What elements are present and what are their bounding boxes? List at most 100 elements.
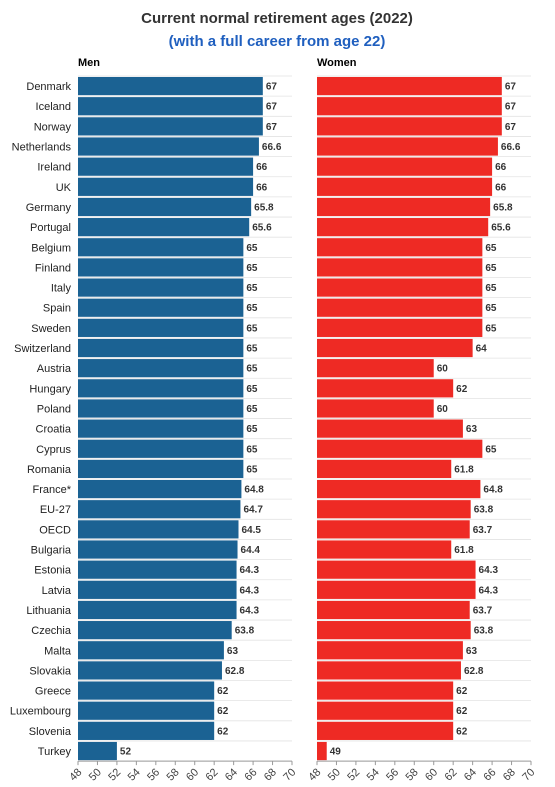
men-bar-lithuania (78, 600, 237, 620)
men-bar-slovenia (78, 721, 215, 740)
chart-subtitle: (with a full career from age 22) (169, 33, 386, 50)
category-label: Portugal (30, 222, 71, 234)
category-label: Germany (26, 202, 72, 214)
category-label: Finland (35, 262, 71, 274)
category-label: EU-27 (40, 504, 71, 516)
category-label: Iceland (36, 101, 71, 113)
men-value-label: 67 (266, 122, 278, 133)
women-value-label: 66 (495, 182, 507, 193)
men-bar-france (78, 479, 242, 499)
men-bar-romania (78, 459, 244, 479)
category-label: Bulgaria (31, 545, 72, 557)
women-bar-finland (317, 258, 483, 277)
women-value-label: 63.8 (474, 505, 494, 516)
category-label: Spain (43, 303, 71, 315)
women-tick-label: 70 (520, 766, 537, 783)
category-label: Italy (51, 283, 72, 295)
men-value-label: 65 (246, 344, 258, 355)
men-tick-label: 68 (262, 766, 279, 783)
men-value-label: 67 (266, 82, 278, 93)
women-bar-lithuania (317, 600, 470, 620)
men-bar-sweden (78, 318, 244, 337)
category-label: Czechia (31, 625, 72, 637)
men-value-label: 62 (217, 706, 229, 717)
women-value-label: 65 (485, 303, 497, 314)
men-bar-italy (78, 278, 244, 297)
men-panel-label: Men (78, 57, 100, 69)
women-tick-label: 52 (345, 766, 362, 783)
men-bar-slovakia (78, 661, 222, 680)
women-bar-slovenia (317, 721, 454, 740)
women-bar-iceland (317, 97, 502, 116)
women-bar-poland (317, 399, 434, 418)
men-tick-label: 50 (87, 766, 104, 783)
women-tick-label: 60 (423, 766, 440, 783)
men-tick-label: 70 (281, 766, 298, 783)
men-bar-greece (78, 681, 215, 700)
men-value-label: 64.4 (241, 545, 261, 556)
women-value-label: 64.3 (479, 565, 499, 576)
women-value-label: 67 (505, 82, 517, 93)
category-label: Slovakia (29, 665, 71, 677)
women-value-label: 63.7 (473, 605, 493, 616)
category-label: Latvia (42, 585, 72, 597)
women-bar-oecd (317, 520, 470, 539)
women-tick-label: 62 (442, 766, 459, 783)
women-tick-label: 64 (462, 766, 479, 783)
men-value-label: 63 (227, 646, 239, 657)
women-bar-bulgaria (317, 540, 452, 559)
women-tick-label: 58 (404, 766, 421, 783)
men-value-label: 65 (246, 323, 258, 334)
chart-title: Current normal retirement ages (2022) (141, 10, 413, 27)
men-value-label: 64.3 (240, 585, 260, 596)
men-panel: Men 67 67 67 66.6 66 66 65.8 65.6 65 65 65 65 65 65 65… (67, 57, 298, 784)
category-label: Poland (37, 403, 71, 415)
men-value-label: 65 (246, 283, 258, 294)
women-tick-label: 56 (384, 766, 401, 783)
men-bar-turkey (78, 741, 117, 761)
women-bar-spain (317, 298, 483, 317)
men-value-label: 52 (120, 747, 132, 758)
women-bar-uk (317, 177, 493, 196)
women-bar-luxembourg (317, 701, 454, 720)
women-bar-malta (317, 641, 463, 660)
category-labels: Denmark Iceland Norway Netherlands Ireland UK… (10, 81, 72, 758)
category-label: Romania (27, 464, 72, 476)
men-value-label: 62 (217, 686, 229, 697)
men-bar-netherlands (78, 137, 259, 156)
men-value-label: 67 (266, 102, 278, 113)
men-bar-poland (78, 399, 244, 418)
women-bar-austria (317, 359, 434, 378)
women-bar-italy (317, 278, 483, 297)
men-bar-cyprus (78, 439, 244, 458)
women-value-label: 60 (437, 404, 449, 415)
men-tick-label: 58 (165, 766, 182, 783)
women-value-label: 64.8 (483, 485, 503, 496)
men-value-label: 64.3 (240, 565, 260, 576)
women-bar-cyprus (317, 439, 483, 458)
women-value-label: 63.8 (474, 626, 494, 637)
women-bar-croatia (317, 419, 463, 438)
category-label: Switzerland (14, 343, 71, 355)
men-value-label: 64.5 (242, 525, 262, 536)
men-value-label: 65.6 (252, 223, 272, 234)
women-value-label: 61.8 (454, 545, 474, 556)
men-value-label: 66 (256, 162, 268, 173)
men-bar-germany (78, 197, 252, 217)
men-value-label: 65 (246, 263, 258, 274)
women-bar-sweden (317, 318, 483, 337)
men-bar-finland (78, 258, 244, 277)
men-value-label: 66 (256, 182, 268, 193)
women-bar-greece (317, 681, 454, 700)
women-value-label: 67 (505, 102, 517, 113)
men-value-label: 65 (246, 464, 258, 475)
women-value-label: 64 (476, 344, 488, 355)
women-value-label: 66 (495, 162, 507, 173)
women-bar-belgium (317, 238, 483, 257)
category-label: Hungary (29, 383, 71, 395)
category-label: Denmark (26, 81, 71, 93)
women-value-label: 62 (456, 726, 468, 737)
women-value-label: 63.7 (473, 525, 493, 536)
men-value-label: 65.8 (254, 202, 274, 213)
women-value-label: 65.6 (491, 223, 511, 234)
